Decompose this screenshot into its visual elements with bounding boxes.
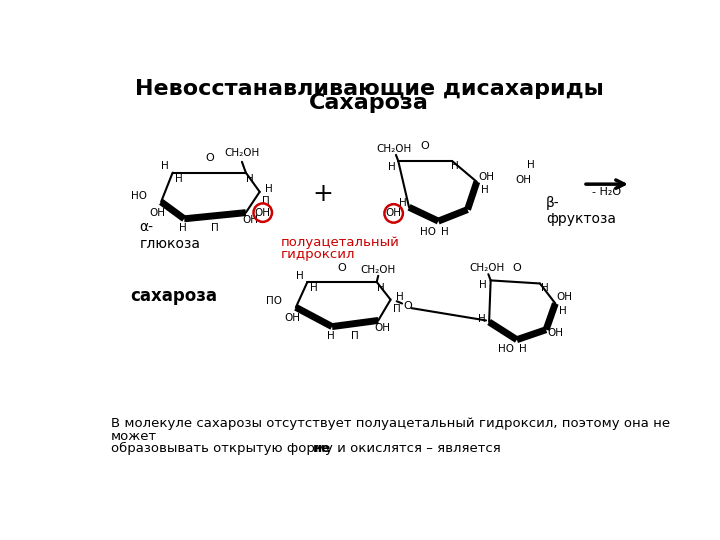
Text: HO: HO <box>420 227 436 237</box>
Text: H: H <box>179 223 186 233</box>
Text: П: П <box>262 196 270 206</box>
Text: HO: HO <box>131 191 148 201</box>
Text: H: H <box>477 314 485 324</box>
Text: CH₂OH: CH₂OH <box>469 263 505 273</box>
Text: O: O <box>205 153 214 163</box>
Text: H: H <box>541 283 549 293</box>
Text: H: H <box>479 280 487 290</box>
Text: H: H <box>396 292 404 301</box>
Text: H: H <box>296 271 304 281</box>
Text: OH: OH <box>478 172 494 182</box>
Text: OH: OH <box>547 328 563 338</box>
Text: ПО: ПО <box>266 296 282 306</box>
Text: +: + <box>312 182 333 206</box>
Text: O: O <box>420 141 429 151</box>
Text: H: H <box>161 161 168 171</box>
Text: - H₂O: - H₂O <box>593 187 621 197</box>
Text: H: H <box>388 162 396 172</box>
Text: П: П <box>393 304 400 314</box>
Text: HO: HO <box>498 344 514 354</box>
Text: H: H <box>265 184 273 194</box>
Text: сахароза: сахароза <box>130 287 217 305</box>
Text: H: H <box>377 283 384 293</box>
Text: β-
фруктоза: β- фруктоза <box>546 195 616 226</box>
Text: H: H <box>519 344 527 354</box>
Text: гидроксил: гидроксил <box>281 248 355 261</box>
Text: H: H <box>451 161 459 171</box>
Text: O: O <box>403 301 412 311</box>
Text: O: O <box>338 263 346 273</box>
Text: П: П <box>211 223 219 233</box>
Text: OH: OH <box>515 176 531 185</box>
Text: H: H <box>559 306 567 316</box>
Text: H: H <box>175 174 183 184</box>
Text: OH: OH <box>375 323 391 333</box>
Text: H: H <box>310 283 318 293</box>
Text: H: H <box>246 174 253 184</box>
Text: не: не <box>313 442 331 455</box>
Text: OH: OH <box>243 215 258 225</box>
Text: полуацетальный: полуацетальный <box>281 236 400 249</box>
Text: H: H <box>327 331 334 341</box>
Text: OH: OH <box>386 208 402 218</box>
Text: H: H <box>441 227 449 237</box>
Text: Невосстанавливающие дисахариды: Невосстанавливающие дисахариды <box>135 79 603 99</box>
Text: CH₂OH: CH₂OH <box>225 147 260 158</box>
Text: O: O <box>513 263 521 273</box>
Text: H: H <box>481 185 488 194</box>
Text: OH: OH <box>557 292 572 302</box>
Text: CH₂OH: CH₂OH <box>377 144 412 154</box>
Text: образовывать открытую форму и окислятся – является: образовывать открытую форму и окислятся … <box>111 442 505 455</box>
Text: В молекуле сахарозы отсутствует полуацетальный гидроксил, поэтому она не: В молекуле сахарозы отсутствует полуацет… <box>111 417 670 430</box>
Text: может: может <box>111 430 157 443</box>
Text: Сахароза: Сахароза <box>309 92 429 112</box>
Text: α-
глюкоза: α- глюкоза <box>140 220 201 251</box>
Text: ОН: ОН <box>149 208 166 218</box>
Text: H: H <box>527 160 534 170</box>
Text: П: П <box>351 331 359 341</box>
Text: CH₂OH: CH₂OH <box>361 265 396 275</box>
Text: ОН: ОН <box>284 313 300 323</box>
Text: OH: OH <box>255 208 271 218</box>
Text: H: H <box>399 198 407 207</box>
